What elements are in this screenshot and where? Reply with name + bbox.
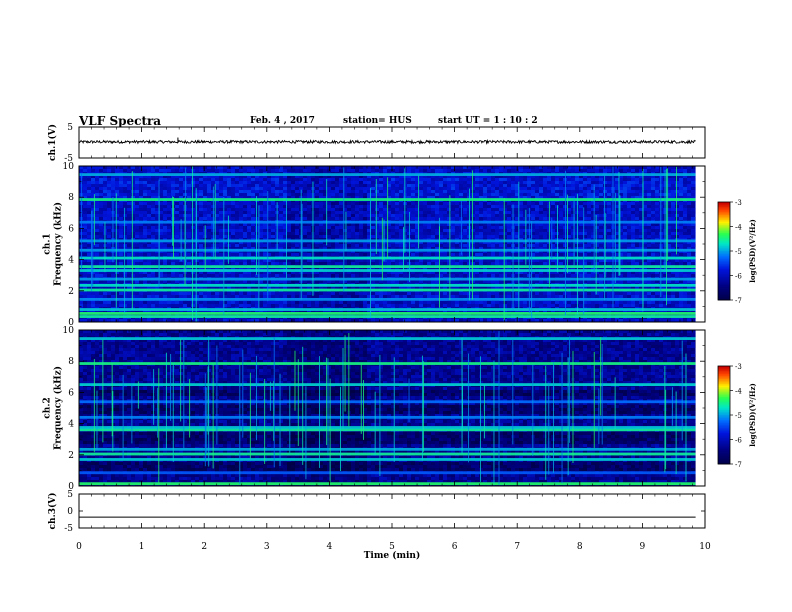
spectral-band [79,482,696,485]
y-axis-label: ch.1 [43,233,53,254]
colorbar-label: log(PSD)(V²/Hz) [748,383,757,447]
y-tick-label: 0 [67,507,73,517]
spectral-band [79,383,696,386]
spectral-band [79,453,696,456]
spectral-band [79,337,696,340]
y-axis-label: ch.2 [43,397,53,418]
spectral-band [79,269,696,272]
x-tick-label: 7 [514,542,520,552]
spectral-band [79,458,696,461]
x-tick-label: 2 [201,542,207,552]
y-tick-label: 5 [67,490,73,500]
colorbar-tick-label: -6 [735,437,742,445]
y-tick-label: 10 [63,162,75,172]
y-tick-label: 2 [68,287,74,297]
x-tick-label: 1 [139,542,145,552]
colorbar-tick-label: -7 [735,297,742,305]
y-axis-label: ch.1(V) [47,124,58,161]
y-tick-label: 2 [68,451,74,461]
ylabel-ch3-waveform: ch.3(V) [47,493,58,530]
x-tick-label: 10 [699,542,711,552]
colorbar-ch2-spectrogram: -3 -4 -5 -6 -7 log(PSD)(V²/Hz) [718,363,757,469]
colorbar-tick-label: -5 [735,248,742,256]
y-tick-label: 4 [68,420,74,430]
y-tick-label: 4 [68,256,74,266]
y-tick-label: 8 [68,357,74,367]
x-tick-label: 4 [327,542,333,552]
colorbar-label: log(PSD)(V²/Hz) [748,219,757,283]
x-tick-label: 3 [264,542,270,552]
y-tick-label: 5 [67,123,73,133]
y-axis-label: Frequency (kHz) [53,366,64,450]
y-axis-label: Frequency (kHz) [53,202,64,286]
spectral-band [79,278,696,281]
x-axis-label: Time (min) [364,550,421,561]
colorbar-ch1-spectrogram: -3 -4 -5 -6 -7 log(PSD)(V²/Hz) [718,199,757,305]
ch1-spectrogram-image [79,166,705,322]
colorbar-tick-label: -3 [735,199,742,207]
y-tick-label: 6 [68,388,74,398]
spectral-band [79,471,696,474]
spectral-band [79,284,696,287]
y-tick-label: 8 [68,193,74,203]
colorbar-tick-label: -4 [735,388,742,396]
x-tick-label: 8 [577,542,583,552]
spectral-band [79,173,696,176]
x-tick-label: 0 [76,542,82,552]
colorbar-tick-label: -3 [735,363,742,371]
y-tick-label: 10 [63,326,75,336]
spectral-band [79,400,696,403]
x-tick-label: 9 [640,542,646,552]
panel-frame-ch3-waveform [79,494,705,528]
vlf-figure: 5-5ch.1(V)0246810ch.1 Frequency (kHz) -3-4… [0,0,792,612]
spectral-band [79,308,696,311]
x-tick-label: 6 [452,542,458,552]
spectral-band [79,426,696,429]
ch2-spectrogram-image [79,330,705,486]
colorbar-tick-label: -7 [735,461,742,469]
ylabel-ch1-spectrogram: ch.1 Frequency (kHz) [43,202,64,286]
y-tick-label: 6 [68,224,74,234]
spectral-band [79,315,696,318]
spectral-band [79,416,696,419]
spectral-band [79,289,696,292]
y-axis-label: ch.3(V) [47,493,58,530]
spectral-band [79,362,696,365]
ylabel-ch1-waveform: ch.1(V) [47,124,58,161]
colorbar-tick-label: -5 [735,412,742,420]
colorbar-tick-label: -4 [735,224,742,232]
spectral-band [79,265,696,268]
ylabel-ch2-spectrogram: ch.2 Frequency (kHz) [43,366,64,450]
y-tick-label: -5 [64,524,73,534]
spectral-band [79,312,696,315]
colorbar-tick-label: -6 [735,273,742,281]
spectral-band [79,298,696,301]
spectral-band [79,448,696,451]
